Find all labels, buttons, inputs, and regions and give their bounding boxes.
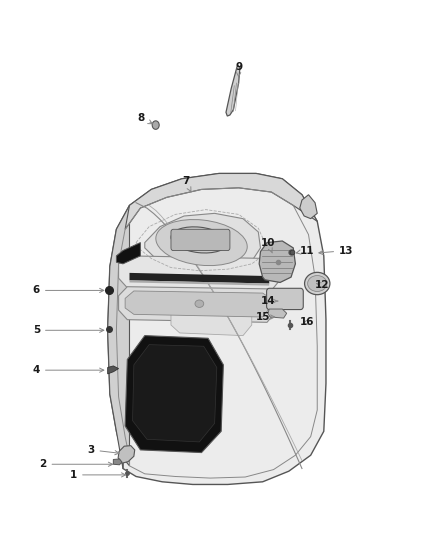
Polygon shape	[125, 291, 271, 317]
Polygon shape	[268, 309, 287, 318]
Text: 11: 11	[297, 246, 314, 255]
Polygon shape	[300, 195, 317, 219]
FancyBboxPatch shape	[267, 288, 303, 310]
Ellipse shape	[152, 121, 159, 130]
Polygon shape	[118, 446, 135, 463]
Polygon shape	[113, 459, 122, 465]
Polygon shape	[145, 213, 261, 272]
Polygon shape	[133, 345, 217, 442]
Text: 4: 4	[32, 365, 104, 375]
Ellipse shape	[171, 227, 228, 253]
Ellipse shape	[195, 300, 204, 308]
Polygon shape	[130, 280, 269, 286]
Polygon shape	[108, 173, 326, 484]
Polygon shape	[108, 205, 130, 469]
Polygon shape	[119, 256, 280, 290]
Text: 15: 15	[256, 312, 275, 322]
Ellipse shape	[307, 276, 327, 292]
Polygon shape	[171, 293, 252, 336]
FancyBboxPatch shape	[171, 229, 230, 251]
Text: 8: 8	[138, 112, 152, 124]
Ellipse shape	[304, 272, 330, 295]
Text: 2: 2	[39, 459, 113, 469]
Polygon shape	[130, 273, 269, 284]
Polygon shape	[119, 287, 278, 322]
Polygon shape	[125, 336, 223, 453]
Ellipse shape	[156, 220, 247, 265]
Polygon shape	[117, 243, 141, 264]
Polygon shape	[226, 66, 240, 116]
Text: 16: 16	[300, 317, 314, 327]
Polygon shape	[125, 173, 317, 229]
Text: 12: 12	[315, 280, 329, 290]
Text: 10: 10	[261, 238, 275, 253]
Text: 13: 13	[319, 246, 353, 255]
Text: 1: 1	[70, 470, 126, 480]
Text: 9: 9	[235, 62, 242, 78]
Text: 7: 7	[182, 176, 191, 192]
Text: 14: 14	[261, 296, 278, 306]
Text: 6: 6	[33, 286, 104, 295]
Text: 5: 5	[33, 325, 104, 335]
Polygon shape	[259, 241, 295, 282]
Text: 3: 3	[87, 445, 119, 455]
Polygon shape	[108, 366, 119, 374]
